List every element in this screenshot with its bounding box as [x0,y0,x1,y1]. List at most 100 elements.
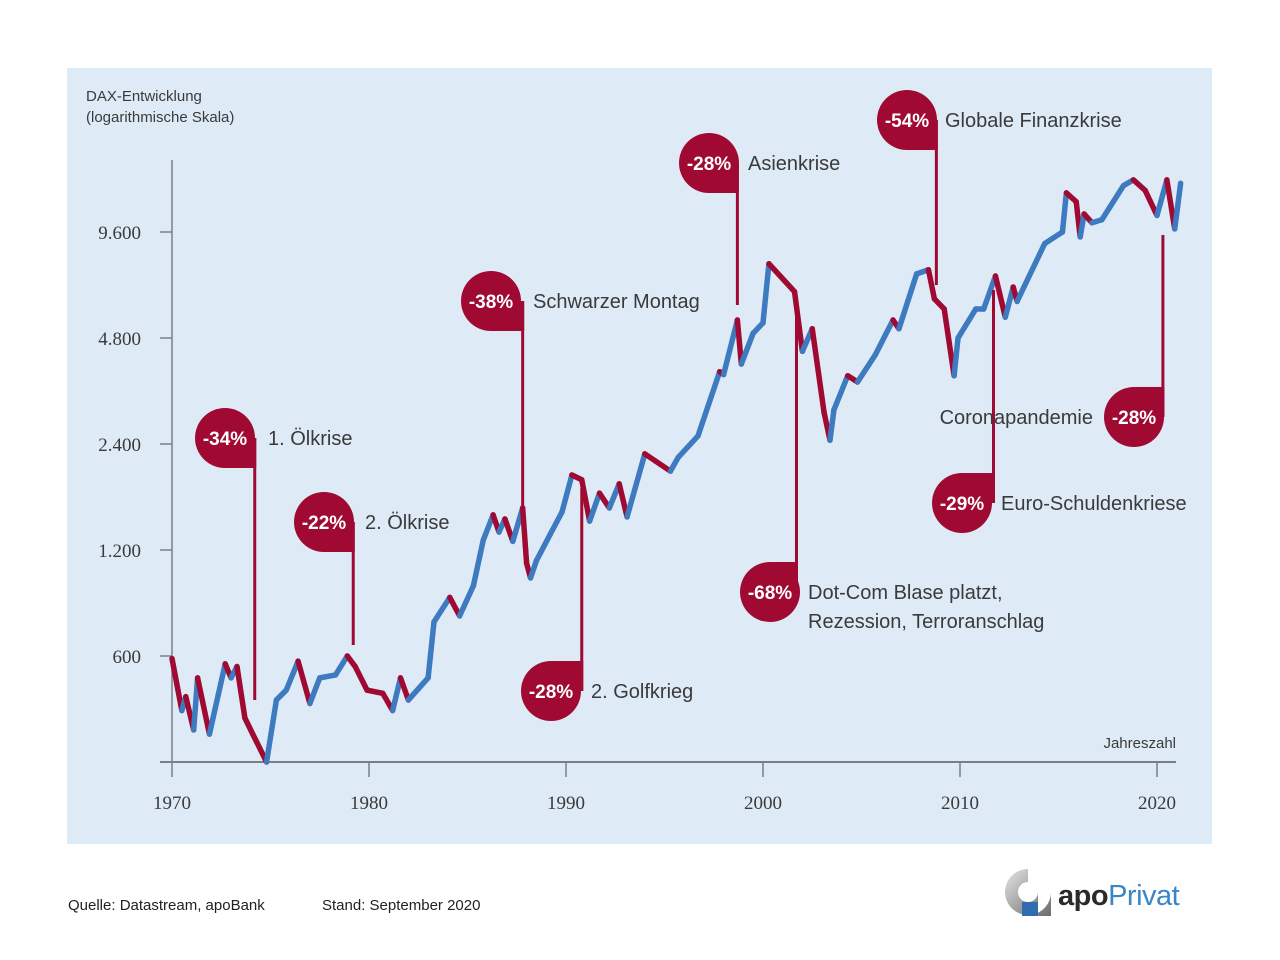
decline-segment [809,325,827,416]
chart-panel [67,68,1212,844]
annotation-label: 1. Ölkrise [268,428,352,450]
y-tick-label: 2.400 [98,435,141,456]
rise-segment [456,582,477,619]
rise-segment [389,675,404,714]
rise-segment [675,433,701,461]
annotation-bubble-corner [770,562,798,592]
annotation-bubble-corner [225,438,257,468]
annotation-label: 2. Ölkrise [365,512,449,534]
rise-segment [425,619,437,681]
decline-segment [791,288,806,355]
annotation-label: Coronapandemie [940,407,1093,429]
annotation-callout: -28% Asienkrise [679,133,840,305]
rise-segment [480,512,496,543]
annotation-percent: -68% [748,583,792,604]
y-tick-label: 9.600 [98,223,141,244]
y-axis-title: DAX-Entwicklung (logarithmische Skala) [86,86,234,128]
rise-segment [980,273,999,312]
rise-segment [1077,211,1087,240]
source-note: Quelle: Datastream, apoBank [68,897,265,914]
y-tick-label: 4.800 [98,329,141,350]
decline-segment [352,663,370,693]
rise-segment [527,557,540,581]
annotation-bubble-corner [709,163,739,193]
decline-segment [397,675,412,703]
decline-segment [194,675,213,737]
rise-segment [405,675,431,703]
rise-segment [896,271,920,332]
annotation-callout: -22% 2. Ölkrise [294,492,449,645]
annotation-callout: -38% Schwarzer Montag [461,271,700,510]
rise-segment [547,509,565,538]
decline-segment [992,273,1009,320]
annotation-percent: -28% [687,154,731,175]
decline-segment [642,451,674,474]
decline-segment [616,481,630,520]
decline-segment [579,476,593,524]
decline-segment [766,261,798,295]
rise-segment [1014,240,1048,305]
rise-segment [559,472,575,515]
ticks: 600 1.200 2.400 4.800 9.600 1970 1980 1990 2000 2… [98,223,1176,814]
rise-segment [760,261,772,326]
rise-segment [1041,229,1066,247]
x-tick-label: 2020 [1138,793,1176,814]
y-axis-title-line1: DAX-Entwicklung [86,88,202,105]
date-note: Stand: September 2020 [322,897,481,914]
annotation-percent: -28% [1112,408,1156,429]
rise-segment [1059,190,1070,235]
x-tick-label: 1990 [547,793,585,814]
annotation-callout: -29% Euro-Schuldenkriese [932,290,1187,533]
annotation-callout: -28% Coronapandemie [940,235,1165,447]
rise-segment [827,407,837,443]
decline-segment [169,655,185,714]
annotation-callout: -54% Globale Finanzkrise [877,90,1122,285]
annotation-label: Globale Finanzkrise [945,110,1122,132]
rise-segment [533,531,553,564]
logo-text: apoPrivat [1058,880,1180,913]
annotation-percent: -29% [940,494,984,515]
rise-segment [624,451,648,520]
logo-mark-icon [1005,869,1051,916]
rise-segment [831,373,851,413]
rise-segment [283,658,301,693]
decline-segment [925,267,938,302]
rise-segment [586,490,603,524]
annotation-percent: -22% [302,513,346,534]
annotation-bubble-corner [962,473,995,503]
rise-segment [955,306,979,341]
rise-segment [307,675,323,707]
annotation-label: 2. Golfkrieg [591,681,693,703]
decline-segment [295,658,313,707]
x-tick-label: 2010 [941,793,979,814]
rise-segment [1171,180,1184,232]
annotation-percent: -34% [203,429,247,450]
annotation-percent: -28% [529,682,573,703]
annotation-label: Asienkrise [748,153,840,175]
axes [160,160,1176,763]
decline-segment [250,731,270,765]
rise-segment [872,317,896,358]
x-tick-label: 1970 [153,793,191,814]
rise-segment [332,653,351,678]
rise-segment [206,661,228,737]
annotation-percent: -54% [885,111,929,132]
rise-segment [1099,182,1127,223]
y-tick-label: 600 [113,647,142,668]
annotation-callout: -34% 1. Ölkrise [195,408,352,700]
series [169,177,1184,765]
decline-segment [1142,187,1160,219]
logo-apo: apo [1058,880,1109,912]
decline-segment [242,715,256,737]
rise-segment [854,352,879,385]
y-tick-label: 1.200 [98,541,141,562]
annotation-percent: -38% [469,292,513,313]
annotation-callout: -28% 2. Golfkrieg [521,488,693,721]
y-axis-title-line2: (logarithmische Skala) [86,109,235,126]
annotation-label: Euro-Schuldenkriese [1001,493,1187,515]
rise-segment [738,330,756,367]
rise-segment [431,594,453,625]
apoprivat-logo: apoPrivat [1000,866,1185,918]
annotation-label-line2: Rezession, Terroranschlag [808,611,1044,633]
